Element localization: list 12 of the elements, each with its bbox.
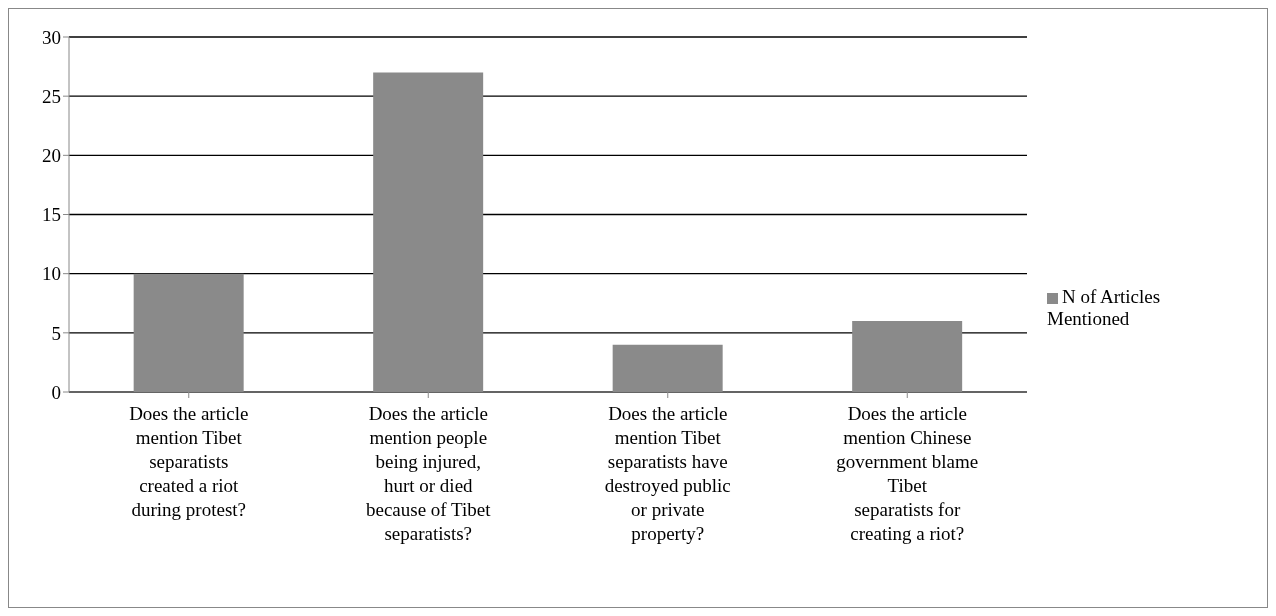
y-tick-label: 30 — [42, 26, 61, 48]
x-tick-label: Does the article mention people being injured, hurt or died because of Tibet separatists? — [365, 403, 492, 544]
x-tick-label: Does the article mention Tibet separatists have destroyed public or private property? — [604, 403, 731, 544]
y-tick-label: 10 — [42, 263, 61, 285]
legend-label: N of Articles Mentioned — [1047, 286, 1161, 329]
y-tick-label: 25 — [42, 85, 61, 107]
x-tick-label: Does the article mention Chinese government blame Tibet separatists for creating a riot? — [836, 403, 979, 544]
y-tick-label: 0 — [51, 381, 61, 403]
y-tick-label: 5 — [51, 322, 61, 344]
x-tick-label: Does the article mention Tibet separatists created a riot during protest? — [129, 403, 249, 520]
y-tick-label: 20 — [42, 145, 61, 167]
y-tick-label: 15 — [42, 204, 61, 226]
